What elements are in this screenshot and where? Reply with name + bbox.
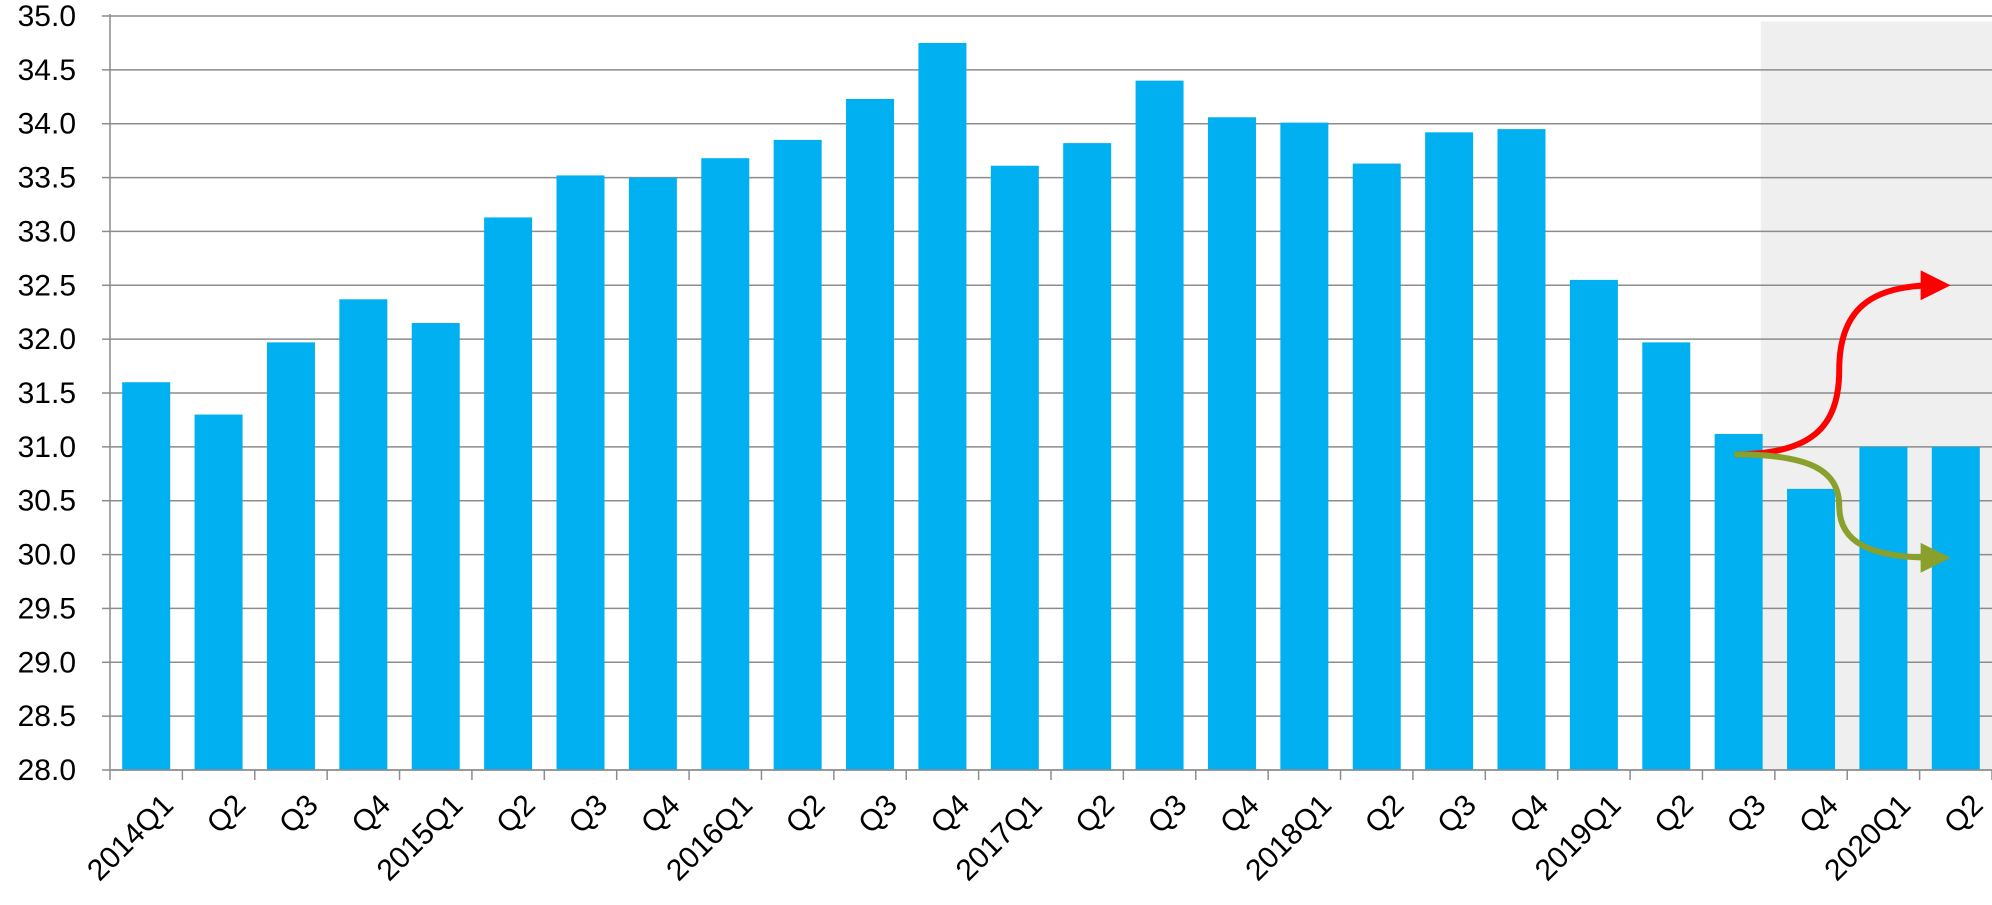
bar (339, 299, 388, 770)
y-tick-label: 29.0 (18, 646, 76, 679)
bar (1787, 488, 1836, 770)
x-tick-label: Q2 (1938, 788, 1990, 840)
bar (773, 139, 822, 770)
bar (1280, 122, 1329, 770)
bars (122, 42, 1980, 771)
x-tick-label: Q3 (1721, 788, 1773, 840)
bar (122, 382, 171, 770)
y-tick-label: 29.5 (18, 592, 76, 625)
x-tick-label: Q3 (1431, 788, 1483, 840)
y-tick-label: 33.5 (18, 162, 76, 195)
y-tick-label: 32.0 (18, 323, 76, 356)
x-tick-label: Q2 (490, 788, 542, 840)
scenario-arrows (1734, 270, 1951, 573)
bar (1425, 132, 1474, 770)
x-tick-label: Q3 (1142, 788, 1194, 840)
y-tick-label: 31.0 (18, 431, 76, 464)
x-tick-label: Q4 (1504, 788, 1556, 840)
y-tick-label: 32.5 (18, 269, 76, 302)
y-tick-label: 28.0 (18, 754, 76, 787)
bar (701, 158, 750, 770)
y-tick-label: 30.0 (18, 539, 76, 572)
bar (411, 322, 460, 770)
x-tick-label: Q2 (1069, 788, 1121, 840)
x-tick-label: Q3 (273, 788, 325, 840)
x-tick-label: 2014Q1 (81, 788, 180, 887)
y-tick-label: 34.5 (18, 54, 76, 87)
bar (1859, 446, 1908, 770)
y-tick-label: 33.0 (18, 215, 76, 248)
bar (1207, 117, 1256, 771)
x-tick-label: Q4 (635, 788, 687, 840)
y-tick-label: 30.5 (18, 485, 76, 518)
x-tick-label: Q3 (852, 788, 904, 840)
bar (484, 217, 533, 770)
bar (846, 98, 895, 770)
bar (1714, 433, 1763, 770)
bar (1135, 80, 1184, 771)
bar (918, 42, 967, 770)
x-tick-label: Q2 (780, 788, 832, 840)
scenario-arrow-upside (1734, 270, 1951, 458)
bar (1352, 163, 1401, 770)
bar (1642, 342, 1691, 770)
bar (990, 165, 1039, 771)
x-tick-label: Q4 (1214, 788, 1266, 840)
bar (194, 414, 243, 770)
scenario-arrow-downside (1734, 451, 1951, 573)
bar (1063, 143, 1112, 771)
x-tick-label: Q4 (346, 788, 398, 840)
y-tick-label: 35.0 (18, 0, 76, 33)
gridlines (110, 15, 1992, 771)
bar (628, 177, 677, 771)
x-tick-label: Q4 (925, 788, 977, 840)
bar (1569, 279, 1618, 770)
x-tick-label: Q3 (563, 788, 615, 840)
x-tick-label: Q2 (201, 788, 253, 840)
x-tick-label: Q4 (1793, 788, 1845, 840)
y-tick-label: 28.5 (18, 700, 76, 733)
bar (1931, 446, 1980, 770)
y-tick-labels: 28.0 28.5 29.0 29.5 30.0 30.5 31.0 31.5 32.0 32.5… (18, 0, 76, 787)
y-tick-label: 31.5 (18, 377, 76, 410)
bar (266, 342, 315, 770)
bar (1497, 129, 1546, 771)
bar (556, 175, 605, 771)
x-tick-label: Q2 (1359, 788, 1411, 840)
y-tick-label: 34.0 (18, 108, 76, 141)
x-tick-label: Q2 (1648, 788, 1700, 840)
axes (102, 14, 1992, 780)
